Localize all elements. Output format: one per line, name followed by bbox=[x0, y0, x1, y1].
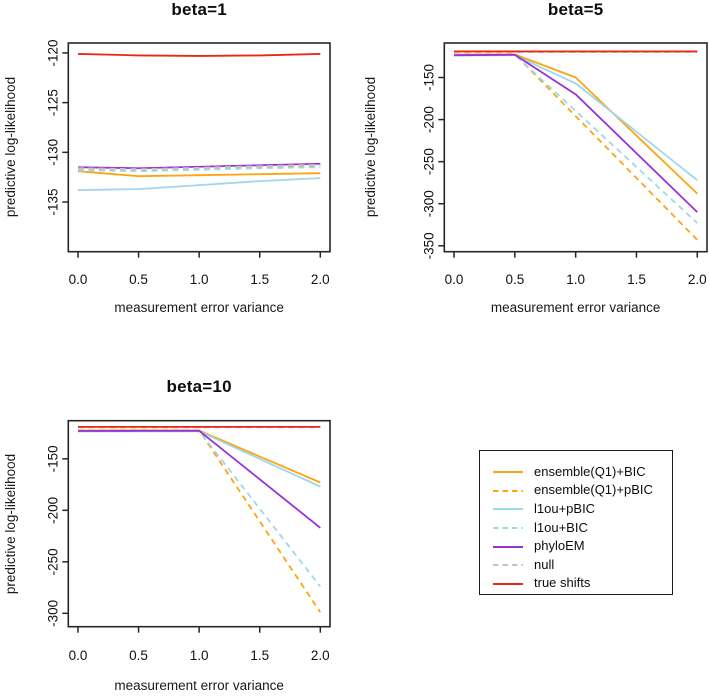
plot-panel-beta10: 0.0 0.5 1.0 1.5 2.0 -150 -200 -250 -300 beta=10 … bbox=[0, 369, 360, 699]
y-tick-label: -300 bbox=[45, 600, 60, 627]
panel-title-beta5: beta=5 bbox=[547, 0, 604, 19]
x-tick-label: 0.0 bbox=[445, 272, 464, 287]
plot-svg-beta1: 0.0 0.5 1.0 1.5 2.0 -120 -125 -130 -135 bbox=[45, 39, 331, 287]
legend-item: null bbox=[480, 555, 672, 574]
x-tick-label: 2.0 bbox=[311, 272, 330, 287]
y-axis-label-beta5: predictive log-likelihood bbox=[363, 77, 378, 218]
series-line bbox=[454, 53, 698, 241]
y-tick-label: -150 bbox=[421, 64, 436, 91]
series-line bbox=[454, 54, 698, 181]
legend-item: l1ou+pBIC bbox=[480, 499, 672, 518]
series-line bbox=[77, 429, 322, 613]
legend-item-label: phyloEM bbox=[534, 538, 585, 554]
plot-panel-beta5: 0.0 0.5 1.0 1.5 2.0 -150 -200 -250 -300 -350 beta… bbox=[360, 0, 709, 330]
legend-item: l1ou+BIC bbox=[480, 518, 672, 537]
x-tick-label: 2.0 bbox=[311, 648, 330, 663]
series-line bbox=[77, 166, 321, 173]
legend: ensemble(Q1)+BIC ensemble(Q1)+pBIC l1ou+pB… bbox=[479, 450, 673, 595]
legend-solid-line-swatch bbox=[493, 537, 523, 555]
x-tick-label: 0.0 bbox=[69, 272, 88, 287]
plot-box bbox=[67, 42, 331, 253]
series-line bbox=[77, 177, 321, 191]
plot-box bbox=[443, 42, 708, 253]
legend-item: ensemble(Q1)+BIC bbox=[480, 462, 672, 481]
legend-item: phyloEM bbox=[480, 536, 672, 555]
legend-dashed-line-swatch bbox=[493, 518, 523, 536]
x-axis-label-beta1: measurement error variance bbox=[114, 300, 284, 315]
y-tick-label: -120 bbox=[45, 39, 60, 66]
series-line bbox=[454, 53, 698, 224]
y-axis-label-beta1: predictive log-likelihood bbox=[3, 77, 18, 218]
x-tick-label: 1.5 bbox=[627, 272, 646, 287]
series-line bbox=[77, 163, 321, 171]
series-line bbox=[77, 53, 321, 57]
series-line bbox=[77, 429, 321, 529]
legend-dashed-line-swatch bbox=[493, 555, 523, 573]
x-tick-label: 1.5 bbox=[250, 648, 269, 663]
legend-item: true shifts bbox=[480, 574, 672, 593]
y-tick-label: -300 bbox=[421, 190, 436, 217]
plot-panel-beta1: 0.0 0.5 1.0 1.5 2.0 -120 -125 -130 -135 beta=1 p… bbox=[0, 0, 360, 330]
legend-item-label: l1ou+pBIC bbox=[534, 500, 596, 516]
x-tick-label: 1.5 bbox=[250, 272, 269, 287]
x-axis-label-beta10: measurement error variance bbox=[114, 678, 284, 693]
x-tick-label: 0.0 bbox=[69, 648, 88, 663]
y-tick-label: -130 bbox=[45, 139, 60, 166]
x-tick-label: 0.5 bbox=[129, 272, 148, 287]
series-line bbox=[454, 53, 698, 195]
plot-box bbox=[67, 419, 331, 628]
x-tick-label: 0.5 bbox=[505, 272, 524, 287]
panel-title-beta10: beta=10 bbox=[166, 377, 232, 396]
legend-item-label: true shifts bbox=[534, 575, 591, 591]
series-line bbox=[77, 429, 322, 588]
series-line bbox=[77, 162, 321, 170]
series-line bbox=[77, 429, 321, 484]
x-tick-label: 2.0 bbox=[688, 272, 707, 287]
legend-item-label: ensemble(Q1)+BIC bbox=[534, 463, 646, 479]
series-line bbox=[77, 170, 321, 178]
legend-solid-line-swatch bbox=[493, 499, 523, 517]
y-axis-label-beta10: predictive log-likelihood bbox=[3, 453, 18, 594]
y-tick-label: -150 bbox=[45, 445, 60, 472]
legend-dashed-line-swatch bbox=[493, 481, 523, 499]
y-tick-label: -125 bbox=[45, 89, 60, 116]
series-line bbox=[77, 430, 321, 488]
y-tick-label: -200 bbox=[421, 106, 436, 133]
plot-svg-beta5: 0.0 0.5 1.0 1.5 2.0 -150 -200 -250 -300 -350 bbox=[421, 42, 708, 287]
legend-solid-line-swatch bbox=[493, 462, 523, 480]
x-tick-label: 1.0 bbox=[190, 648, 209, 663]
y-tick-label: -250 bbox=[45, 548, 60, 575]
panel-title-beta1: beta=1 bbox=[171, 0, 227, 19]
y-tick-label: -350 bbox=[421, 232, 436, 259]
x-tick-label: 0.5 bbox=[129, 648, 148, 663]
y-tick-label: -200 bbox=[45, 497, 60, 524]
legend-item: ensemble(Q1)+pBIC bbox=[480, 481, 672, 500]
series-line bbox=[454, 53, 698, 213]
legend-item-label: ensemble(Q1)+pBIC bbox=[534, 482, 653, 498]
legend-solid-line-swatch bbox=[493, 574, 523, 592]
y-tick-label: -135 bbox=[45, 188, 60, 215]
x-axis-label-beta5: measurement error variance bbox=[490, 300, 661, 315]
y-tick-label: -250 bbox=[421, 148, 436, 175]
plot-svg-beta10: 0.0 0.5 1.0 1.5 2.0 -150 -200 -250 -300 bbox=[45, 419, 331, 663]
legend-item-label: l1ou+BIC bbox=[534, 519, 588, 535]
legend-item-label: null bbox=[534, 556, 555, 572]
x-tick-label: 1.0 bbox=[190, 272, 209, 287]
x-tick-label: 1.0 bbox=[566, 272, 585, 287]
